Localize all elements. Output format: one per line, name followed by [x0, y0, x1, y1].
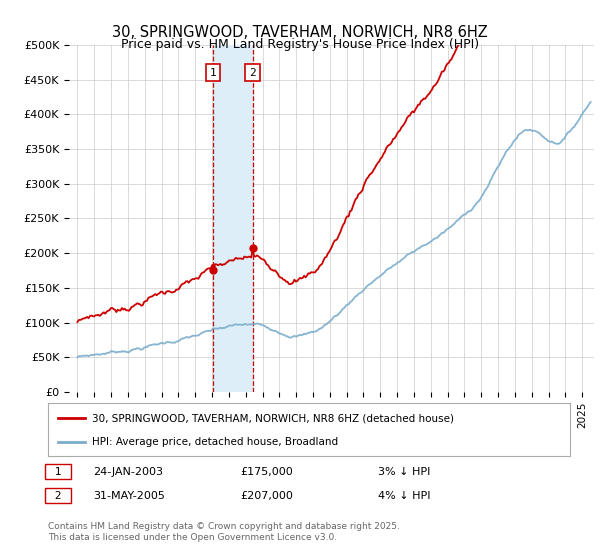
- Text: 4% ↓ HPI: 4% ↓ HPI: [378, 491, 431, 501]
- Text: HPI: Average price, detached house, Broadland: HPI: Average price, detached house, Broa…: [92, 436, 338, 446]
- Text: £207,000: £207,000: [240, 491, 293, 501]
- Bar: [213, 45, 253, 392]
- Text: 24-JAN-2003: 24-JAN-2003: [93, 466, 163, 477]
- Text: Price paid vs. HM Land Registry's House Price Index (HPI): Price paid vs. HM Land Registry's House …: [121, 38, 479, 50]
- Text: 2: 2: [250, 68, 256, 78]
- Text: 30, SPRINGWOOD, TAVERHAM, NORWICH, NR8 6HZ (detached house): 30, SPRINGWOOD, TAVERHAM, NORWICH, NR8 6…: [92, 413, 454, 423]
- Text: Contains HM Land Registry data © Crown copyright and database right 2025.: Contains HM Land Registry data © Crown c…: [48, 522, 400, 531]
- Text: £175,000: £175,000: [240, 466, 293, 477]
- Text: 30, SPRINGWOOD, TAVERHAM, NORWICH, NR8 6HZ: 30, SPRINGWOOD, TAVERHAM, NORWICH, NR8 6…: [112, 25, 488, 40]
- Text: 2: 2: [48, 491, 68, 501]
- Text: 31-MAY-2005: 31-MAY-2005: [93, 491, 165, 501]
- Text: 1: 1: [210, 68, 217, 78]
- Text: 3% ↓ HPI: 3% ↓ HPI: [378, 466, 430, 477]
- Text: 1: 1: [48, 466, 68, 477]
- Text: This data is licensed under the Open Government Licence v3.0.: This data is licensed under the Open Gov…: [48, 533, 337, 542]
